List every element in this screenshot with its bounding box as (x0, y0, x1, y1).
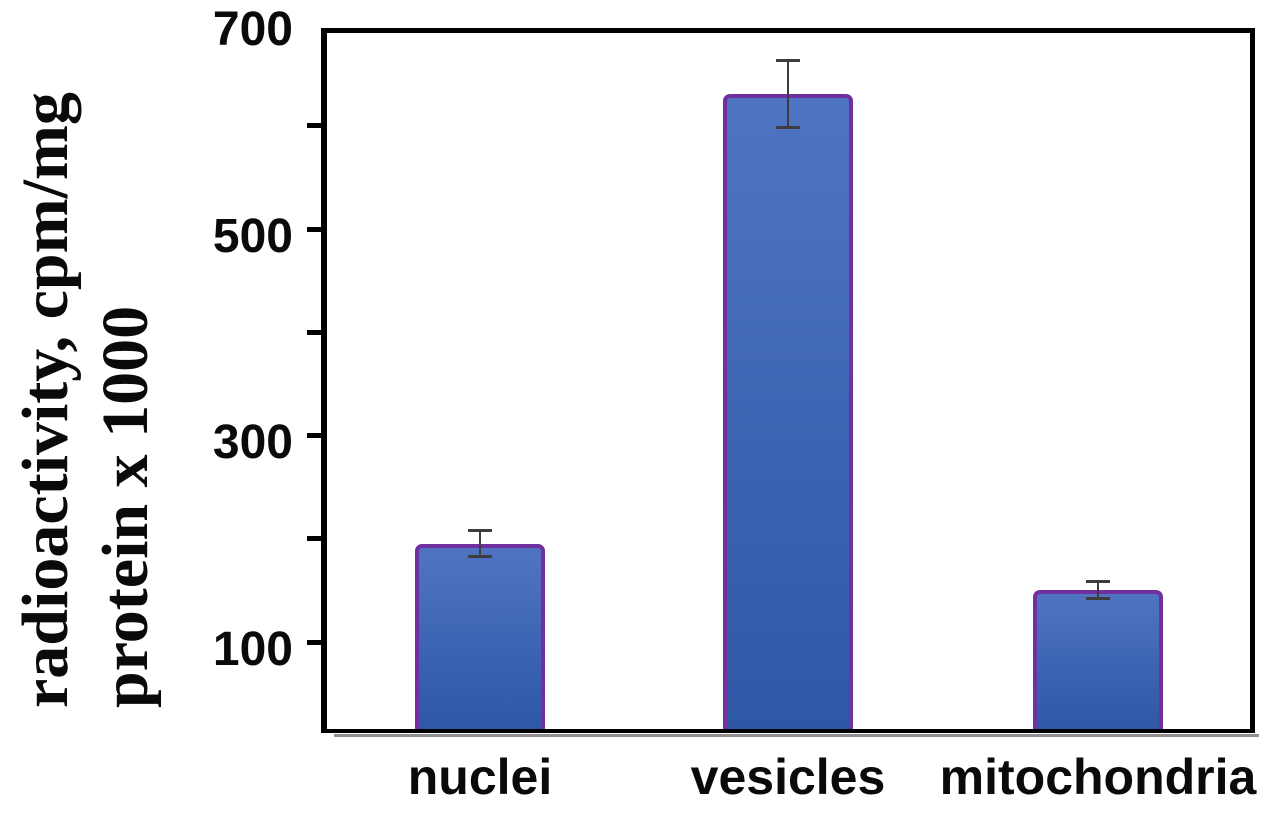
y-tick-400 (307, 330, 321, 335)
error-bar-nuclei (479, 531, 481, 556)
error-bar-mitochondria (1097, 582, 1099, 598)
y-axis-title: radioactivity, cpm/mg protein x 1000 (6, 92, 166, 708)
y-tick-600 (307, 123, 321, 128)
error-bar-cap-top-nuclei (468, 529, 492, 532)
y-tick-label-300: 300 (212, 416, 293, 469)
x-category-label-nuclei: nuclei (407, 749, 553, 805)
y-tick-label-500: 500 (212, 210, 293, 263)
bar-nuclei (415, 544, 545, 729)
bar-mitochondria (1033, 590, 1163, 729)
y-tick-label-100: 100 (212, 623, 293, 676)
error-bar-cap-top-mitochondria (1086, 580, 1110, 583)
y-axis-title-line1: radioactivity, cpm/mg (9, 92, 82, 708)
y-tick-200 (307, 536, 321, 541)
error-bar-cap-bottom-nuclei (468, 555, 492, 558)
error-bar-vesicles (787, 61, 789, 127)
y-tick-100 (307, 640, 321, 645)
error-bar-cap-bottom-vesicles (776, 126, 800, 129)
error-bar-cap-top-vesicles (776, 59, 800, 62)
x-axis-shadow (334, 734, 1259, 737)
y-tick-label-700: 700 (212, 3, 293, 56)
bar-vesicles (723, 94, 853, 729)
y-tick-500 (307, 227, 321, 232)
x-category-label-mitochondria: mitochondria (939, 749, 1257, 805)
x-category-label-vesicles: vesicles (690, 749, 886, 805)
y-axis-title-line2: protein x 1000 (89, 305, 162, 708)
error-bar-cap-bottom-mitochondria (1086, 597, 1110, 600)
y-tick-300 (307, 433, 321, 438)
